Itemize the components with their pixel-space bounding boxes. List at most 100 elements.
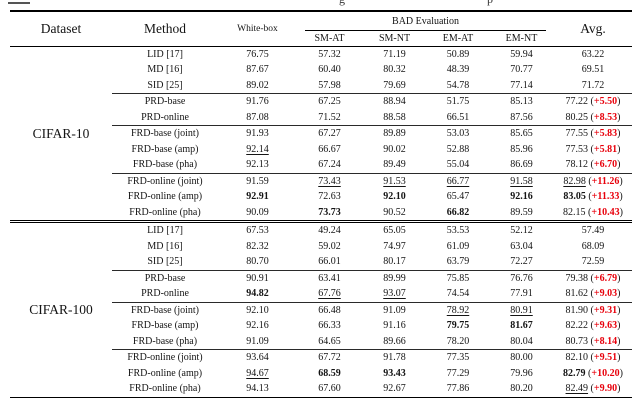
avg-cell: 71.72: [554, 78, 632, 94]
section-separator: [10, 220, 632, 223]
bad-evaluation-midrule: [305, 30, 546, 31]
value-cell: 92.10: [218, 301, 297, 318]
avg-value: 68.09: [581, 240, 605, 252]
value-cell: 71.52: [297, 110, 362, 126]
value-text: 63.79: [446, 256, 470, 267]
method-cell: FRD-base (pha): [132, 159, 198, 170]
dataset-cell: CIFAR-100: [29, 302, 93, 317]
header-em-nt: EM-NT: [489, 31, 554, 47]
value-cell: 50.89: [427, 46, 489, 62]
value-text: 91.93: [246, 128, 269, 139]
method-cell: FRD-base (pha): [132, 335, 198, 347]
avg-value: 80.25: [565, 111, 589, 123]
value-text: 65.47: [446, 191, 470, 202]
table-row: MD [16] 87.67 60.40 80.32 48.39 70.77 69.51: [10, 62, 632, 78]
gain-value: +5.50: [593, 96, 618, 107]
value-text: 94.82: [246, 288, 269, 299]
value-cell: 90.91: [218, 269, 297, 286]
method-cell: LID [17]: [147, 48, 183, 60]
method-cell: PRD-online: [141, 111, 189, 123]
value-cell: 88.94: [362, 93, 427, 110]
value-cell: 77.14: [489, 78, 554, 94]
value-cell: 60.40: [297, 62, 362, 78]
value-text: 61.09: [446, 240, 470, 252]
value-text: 73.73: [318, 206, 341, 218]
value-cell: 66.77: [427, 172, 489, 189]
gain-value: +8.53: [593, 111, 618, 123]
value-text: 74.54: [446, 288, 470, 299]
header-dataset: Dataset: [10, 12, 112, 47]
table-row: PRD-base 90.91 63.41 89.99 75.85 76.76 79.38 (…: [10, 269, 632, 286]
value-cell: 64.65: [297, 334, 362, 350]
value-text: 89.99: [383, 272, 406, 284]
table-row: FRD-online (amp) 94.67 68.59 93.43 77.29 79.9…: [10, 366, 632, 382]
value-text: 80.32: [383, 64, 406, 75]
method-cell: MD [16]: [147, 240, 183, 252]
value-cell: 90.52: [362, 205, 427, 221]
value-text: 89.66: [383, 335, 406, 347]
method-cell: PRD-base: [112, 93, 218, 110]
value-cell: 66.67: [297, 142, 362, 158]
table-row: FRD-online (pha) 90.09 73.73 90.52 66.82 89.5…: [10, 205, 632, 221]
value-text: 77.35: [446, 352, 470, 363]
avg-value: 78.12: [565, 159, 589, 170]
value-cell: 59.94: [489, 46, 554, 62]
avg-cell: 68.09: [554, 239, 632, 255]
value-text: 57.98: [318, 79, 341, 91]
value-text: 90.52: [383, 206, 406, 218]
gain-value: +8.14: [593, 335, 618, 347]
value-text: 93.64: [246, 352, 269, 363]
caption-line-fragment: [8, 2, 30, 4]
gain-value: +5.81: [593, 143, 618, 155]
results-table-wrap: Dataset Method White-box BAD Evaluation …: [10, 10, 632, 400]
value-cell: 49.24: [297, 223, 362, 239]
method-cell: FRD-online (joint): [112, 172, 218, 189]
table-row: FRD-base (joint) 92.10 66.48 91.09 78.92 80.9…: [10, 301, 632, 318]
caption-text-fragment: p: [487, 0, 493, 7]
value-cell: 72.63: [297, 189, 362, 205]
method-cell: FRD-online (pha): [129, 383, 201, 394]
value-cell: 66.82: [427, 205, 489, 221]
value-cell: 93.64: [218, 349, 297, 366]
table-row: PRD-online 87.08 71.52 88.58 66.51 87.56 80.25…: [10, 110, 632, 126]
value-text: 79.96: [510, 367, 533, 379]
header-bad-evaluation: BAD Evaluation: [297, 12, 554, 31]
value-text: 92.10: [246, 304, 269, 316]
value-text: 59.94: [510, 48, 533, 60]
avg-value: 63.22: [581, 48, 605, 60]
value-cell: 57.32: [297, 46, 362, 62]
value-cell: 53.53: [427, 223, 489, 239]
value-cell: 77.29: [427, 366, 489, 382]
method-cell: FRD-online (amp): [127, 191, 203, 202]
table-row: FRD-base (amp) 92.16 66.33 91.16 79.75 81.67 8…: [10, 318, 632, 334]
value-text: 66.33: [318, 320, 341, 331]
value-cell: 87.67: [218, 62, 297, 78]
value-cell: 93.43: [362, 366, 427, 382]
table-row: FRD-online (joint) 91.59 73.43 91.53 66.77 91…: [10, 172, 632, 189]
value-cell: 63.79: [427, 254, 489, 270]
value-text: 92.16: [246, 320, 269, 331]
value-text: 85.96: [510, 143, 533, 155]
value-text: 76.76: [510, 272, 533, 284]
avg-value: 77.22: [565, 96, 589, 107]
gain-value: +9.31: [593, 304, 618, 316]
value-cell: 91.58: [489, 172, 554, 189]
value-cell: 66.51: [427, 110, 489, 126]
avg-value: 77.53: [565, 143, 589, 155]
value-text: 92.16: [510, 191, 533, 202]
value-text: 92.10: [383, 191, 406, 202]
value-text: 66.82: [446, 206, 470, 218]
value-text: 89.89: [383, 128, 406, 139]
avg-cell: 82.49 (+9.90): [565, 383, 621, 394]
value-cell: 67.53: [218, 223, 297, 239]
value-cell: 92.13: [218, 157, 297, 173]
value-cell: 51.75: [427, 93, 489, 110]
avg-cell: 77.55 (+5.83): [554, 125, 632, 142]
value-text: 92.13: [246, 159, 269, 170]
gain-value: +10.43: [591, 206, 620, 218]
value-text: 90.91: [246, 272, 269, 284]
value-cell: 80.00: [489, 349, 554, 366]
avg-cell: 83.05 (+11.33): [563, 191, 623, 202]
avg-cell: 80.73 (+8.14): [565, 335, 621, 347]
value-text: 71.19: [383, 48, 406, 60]
